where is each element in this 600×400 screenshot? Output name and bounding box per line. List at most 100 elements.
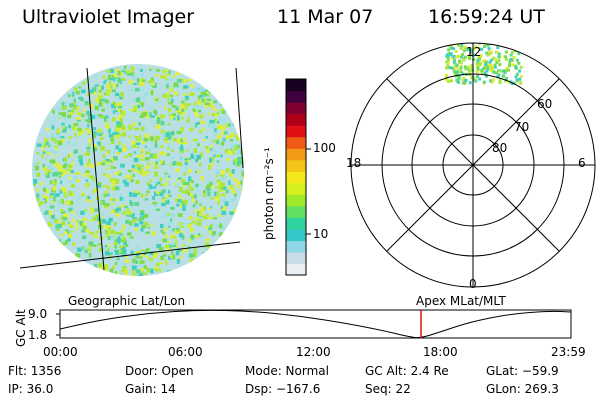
altitude-ylabel: GC Alt xyxy=(14,309,28,347)
colorbar-tick-100: 100 xyxy=(313,141,336,155)
emission-pixel xyxy=(469,48,473,52)
emission-pixel xyxy=(514,75,518,79)
emission-pixel xyxy=(450,43,454,47)
emission-pixel xyxy=(497,59,501,63)
colorbar-cell xyxy=(286,102,306,115)
emission-pixel xyxy=(486,66,490,70)
x-tick-label: 00:00 xyxy=(43,345,78,359)
emission-pixel xyxy=(508,60,512,64)
emission-pixel xyxy=(493,63,497,67)
emission-pixel xyxy=(460,43,464,47)
emission-pixel xyxy=(505,77,508,80)
emission-pixel xyxy=(486,53,490,57)
emission-pixel xyxy=(454,50,458,53)
emission-pixel xyxy=(517,61,521,65)
emission-pixel xyxy=(463,65,467,69)
emission-pixel xyxy=(447,66,451,69)
colorbar-frame xyxy=(285,78,307,276)
mlat-label-80: 80 xyxy=(492,141,508,155)
emission-pixel xyxy=(501,74,505,78)
emission-pixel xyxy=(490,69,493,73)
mlat-label-70: 70 xyxy=(514,120,530,134)
emission-pixel xyxy=(452,60,456,64)
emission-pixel xyxy=(519,65,523,69)
emission-pixel xyxy=(493,65,497,69)
emission-pixel xyxy=(488,60,492,64)
polar-meridian xyxy=(386,78,560,252)
colorbar-cell xyxy=(286,217,306,230)
emission-pixel xyxy=(495,50,499,54)
emission-pixel xyxy=(477,57,481,61)
emission-pixel xyxy=(463,45,466,49)
colorbar-cell xyxy=(286,148,306,161)
emission-pixel xyxy=(487,47,491,51)
colorbar xyxy=(286,79,306,276)
emission-pixel xyxy=(485,69,489,73)
emission-pixel xyxy=(461,72,465,76)
emission-pixel xyxy=(445,78,449,82)
emission-pixel xyxy=(496,46,500,49)
emission-pixel xyxy=(484,60,488,64)
emission-pixel xyxy=(456,55,460,59)
emission-pixel xyxy=(474,79,478,83)
mode-status: Mode: Normal xyxy=(245,364,329,378)
emission-pixel xyxy=(460,53,464,57)
sequence-number: Seq: 22 xyxy=(365,382,411,396)
emission-pixel xyxy=(510,51,514,54)
emission-pixel xyxy=(488,65,492,69)
emission-pixel xyxy=(497,55,501,59)
emission-pixel xyxy=(476,75,479,78)
emission-pixel xyxy=(503,69,507,73)
emission-pixel xyxy=(459,60,463,64)
polar-plot xyxy=(350,42,596,288)
emission-pixel xyxy=(482,80,486,84)
altitude-ymin: 1.8 xyxy=(28,328,48,342)
altitude-plot xyxy=(56,309,572,339)
emission-pixel xyxy=(462,58,466,62)
emission-pixel xyxy=(478,62,482,66)
emission-pixel xyxy=(485,74,488,78)
emission-pixel xyxy=(449,53,453,57)
emission-pixel xyxy=(485,51,489,55)
emission-pixel xyxy=(447,48,451,52)
emission-pixel xyxy=(479,55,482,58)
emission-pixel xyxy=(512,55,516,59)
emission-pixel xyxy=(497,73,501,77)
emission-pixel xyxy=(498,78,502,82)
mlt-label-0: 0 xyxy=(469,277,477,291)
emission-pixel xyxy=(495,61,499,64)
dsp-value: Dsp: −167.6 xyxy=(245,382,321,396)
emission-pixel xyxy=(515,58,519,62)
emission-pixel xyxy=(466,48,470,52)
mlt-label-18: 18 xyxy=(346,156,362,170)
emission-pixel xyxy=(460,55,464,59)
colorbar-cell xyxy=(286,113,306,126)
emission-pixel xyxy=(464,67,468,71)
emission-pixel xyxy=(470,63,474,67)
emission-pixel xyxy=(467,65,471,69)
emission-pixel xyxy=(494,71,498,75)
x-tick-label: 18:00 xyxy=(423,345,458,359)
emission-pixel xyxy=(462,49,466,53)
emission-pixel xyxy=(476,67,480,71)
emission-pixel xyxy=(459,47,463,50)
emission-pixel xyxy=(492,70,496,74)
x-tick-label: 23:59 xyxy=(551,345,586,359)
emission-pixel xyxy=(490,80,494,84)
emission-pixel xyxy=(475,62,479,66)
emission-pixel xyxy=(477,43,481,45)
emission-pixel xyxy=(511,63,515,67)
gain-value: Gain: 14 xyxy=(125,382,176,396)
emission-pixel xyxy=(503,71,507,75)
emission-pixel xyxy=(483,71,487,75)
emission-pixel xyxy=(490,66,494,70)
emission-pixel xyxy=(455,73,459,77)
emission-pixel xyxy=(463,81,467,85)
emission-pixel xyxy=(468,47,472,50)
observation-date: 11 Mar 07 xyxy=(277,6,374,28)
emission-pixel xyxy=(457,67,461,71)
emission-pixel xyxy=(487,50,491,54)
emission-pixel xyxy=(468,57,472,60)
emission-pixel xyxy=(449,46,453,50)
ip-value: IP: 36.0 xyxy=(8,382,54,396)
